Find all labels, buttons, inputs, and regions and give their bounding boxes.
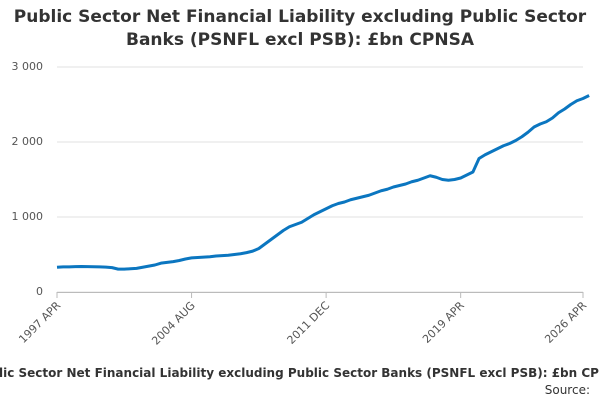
source: Source: [544, 383, 590, 397]
x-tick-label: 1997 APR [16, 299, 63, 346]
x-axis-caption: Public Sector Net Financial Liability ex… [0, 366, 600, 380]
x-tick-label: 2026 APR [542, 299, 589, 346]
x-tick-label: 2019 APR [420, 299, 467, 346]
y-tick-label: 3 000 [12, 60, 44, 73]
x-tick-label: 2004 AUG [149, 299, 198, 348]
chart-title: Public Sector Net Financial Liability ex… [13, 7, 587, 50]
y-tick-label: 1 000 [12, 210, 44, 223]
y-tick-label: 2 000 [12, 135, 44, 148]
y-tick-label: 0 [36, 285, 43, 298]
line-series [56, 94, 590, 271]
x-tick-label: 2011 DEC [285, 299, 333, 347]
